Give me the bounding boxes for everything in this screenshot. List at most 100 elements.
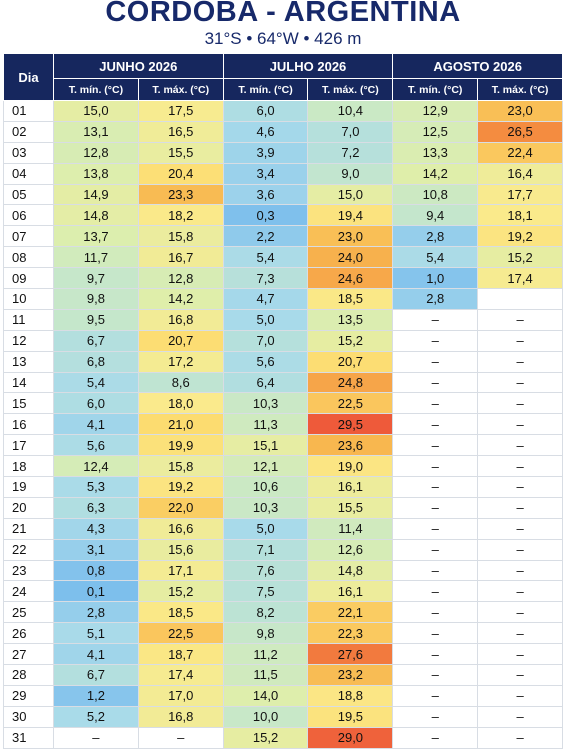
temperature-cell: 16,7: [137, 246, 224, 269]
temperature-cell: 6,4: [222, 371, 309, 394]
temperature-cell: 13,7: [53, 225, 139, 248]
temperature-cell: 16,1: [307, 476, 394, 498]
temperature-cell: 18,5: [307, 288, 394, 310]
table-body: 01 15,0 17,5 6,0 10,4 12,9 23,0 02 13,1 16,5 4,6 7,…: [3, 100, 563, 749]
temperature-cell: 7,2: [307, 141, 394, 164]
temperature-cell: –: [477, 308, 563, 331]
temperature-cell: 6,8: [53, 350, 139, 373]
temperature-cell: 5,4: [392, 246, 479, 269]
temperature-cell: 22,1: [307, 601, 394, 624]
table-row: 31– –15,2 29,0– –: [3, 726, 563, 749]
month-header: JUNHO 2026: [53, 53, 224, 79]
temperature-cell: 20,7: [137, 329, 224, 352]
temperature-cell: 15,2: [307, 329, 394, 352]
day-cell: 10: [3, 288, 54, 310]
table-row: 29 1,2 17,0 14,0 18,8– –: [3, 684, 563, 707]
table-row: 03 12,8 15,5 3,9 7,2 13,3 22,4: [3, 141, 563, 164]
temperature-cell: –: [392, 580, 479, 603]
temperature-cell: 7,3: [222, 267, 309, 290]
temperature-cell: –: [53, 726, 139, 749]
column-header: T. mín. (°C): [53, 78, 139, 101]
day-cell: 04: [3, 162, 54, 185]
day-cell: 17: [3, 434, 54, 457]
day-cell: 16: [3, 413, 54, 436]
temperature-cell: 22,4: [477, 141, 563, 164]
temperature-cell: 11,2: [222, 643, 309, 666]
temperature-cell: 13,8: [53, 162, 139, 185]
temperature-cell: 11,5: [222, 664, 309, 686]
temperature-cell: –: [392, 643, 479, 666]
temperature-cell: –: [477, 434, 563, 457]
day-cell: 24: [3, 580, 54, 603]
temperature-cell: 10,8: [392, 183, 479, 206]
temperature-cell: 19,5: [307, 705, 394, 728]
table-row: 27 4,1 18,7 11,2 27,6– –: [3, 643, 563, 666]
title: CORDOBA - ARGENTINA: [105, 0, 461, 28]
temperature-cell: 5,1: [53, 622, 139, 645]
table-row: 30 5,2 16,8 10,0 19,5– –: [3, 705, 563, 728]
temperature-cell: 7,5: [222, 580, 309, 603]
temperature-cell: –: [477, 538, 563, 561]
column-header: T. mín. (°C): [392, 78, 479, 101]
month-header-row: Dia JUNHO 2026 JULHO 2026 AGOSTO 2026: [3, 53, 563, 101]
temperature-cell: 19,9: [137, 434, 224, 457]
temperature-cell: 10,3: [222, 392, 309, 415]
day-cell: 11: [3, 308, 54, 331]
temperature-cell: 23,6: [307, 434, 394, 457]
temperature-cell: –: [137, 726, 224, 749]
day-cell: 28: [3, 664, 54, 686]
temperature-cell: 5,3: [53, 476, 139, 498]
temperature-cell: 6,0: [53, 392, 139, 415]
day-cell: 14: [3, 371, 54, 394]
temperature-cell: –: [477, 455, 563, 478]
table-row: 11 9,5 16,8 5,0 13,5– –: [3, 308, 563, 331]
temperature-cell: 12,6: [307, 538, 394, 561]
temperature-cell: 10,3: [222, 496, 309, 519]
day-cell: 01: [3, 100, 54, 122]
table-row: 18 12,4 15,8 12,1 19,0– –: [3, 455, 563, 478]
temperature-cell: 19,0: [307, 455, 394, 478]
day-cell: 07: [3, 225, 54, 248]
temperature-cell: –: [477, 329, 563, 352]
temperature-cell: 15,5: [137, 141, 224, 164]
temperature-cell: 14,8: [53, 204, 139, 227]
temperature-cell: 3,1: [53, 538, 139, 561]
temperature-cell: 11,7: [53, 246, 139, 269]
day-cell: 29: [3, 684, 54, 707]
temperature-cell: 15,0: [307, 183, 394, 206]
table-row: 19 5,3 19,2 10,6 16,1– –: [3, 476, 563, 498]
temperature-cell: 2,8: [392, 288, 479, 310]
temperature-cell: –: [392, 476, 479, 498]
day-cell: 20: [3, 496, 54, 519]
day-cell: 08: [3, 246, 54, 269]
temperature-cell: 1,2: [53, 684, 139, 707]
temperature-cell: 15,8: [137, 455, 224, 478]
temperature-cell: 29,0: [307, 726, 394, 749]
temperature-cell: 3,6: [222, 183, 309, 206]
temperature-cell: 7,1: [222, 538, 309, 561]
temperature-cell: 0,3: [222, 204, 309, 227]
temperature-cell: 10,4: [307, 100, 394, 122]
table-row: 07 13,7 15,8 2,2 23,0 2,8 19,2: [3, 225, 563, 248]
column-header: T. máx. (°C): [307, 78, 394, 101]
temperature-cell: 13,3: [392, 141, 479, 164]
temperature-cell: 17,4: [137, 664, 224, 686]
temperature-cell: 4,6: [222, 120, 309, 143]
temperature-cell: 18,2: [137, 204, 224, 227]
column-header: T. máx. (°C): [477, 78, 563, 101]
temperature-cell: 14,2: [392, 162, 479, 185]
temperature-cell: 16,6: [137, 517, 224, 540]
temperature-cell: 16,8: [137, 705, 224, 728]
temperature-cell: –: [392, 455, 479, 478]
temperature-cell: 0,8: [53, 559, 139, 582]
temperature-cell: –: [477, 392, 563, 415]
table-row: 14 5,4 8,6 6,4 24,8– –: [3, 371, 563, 394]
temperature-cell: 18,8: [307, 684, 394, 707]
temperature-cell: 17,7: [477, 183, 563, 206]
temperature-cell: 12,8: [53, 141, 139, 164]
temperature-cell: 23,3: [137, 183, 224, 206]
subtitle: 31°S • 64°W • 426 m: [204, 29, 362, 48]
temperature-cell: 18,5: [137, 601, 224, 624]
temperature-cell: 16,1: [307, 580, 394, 603]
table-row: 22 3,1 15,6 7,1 12,6– –: [3, 538, 563, 561]
